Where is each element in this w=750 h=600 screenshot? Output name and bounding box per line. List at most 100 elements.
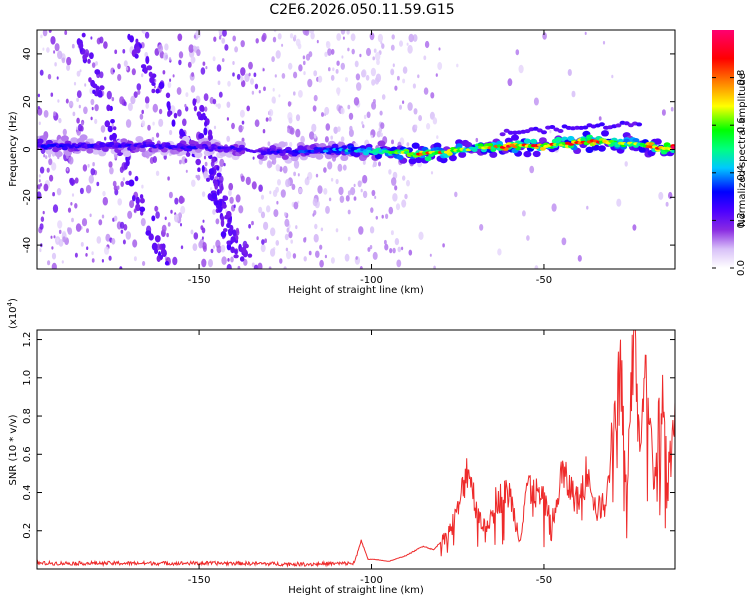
streak-cell	[204, 121, 208, 127]
noise-cell	[180, 205, 186, 215]
ridge-cell	[268, 153, 277, 160]
streak-cell	[161, 243, 166, 250]
noise-cell	[156, 132, 160, 138]
streak-cell	[223, 228, 228, 233]
y-tick-label: 40	[22, 48, 33, 61]
noise-cell	[90, 36, 93, 40]
noise-cell	[178, 59, 182, 66]
ridge-cell	[377, 140, 386, 147]
noise-cell	[65, 98, 69, 104]
streak-cell	[128, 179, 135, 187]
noise-cell	[263, 86, 266, 92]
noise-cell	[330, 135, 334, 140]
streak-cell	[166, 101, 171, 109]
noise-cell	[272, 87, 275, 92]
noise-cell	[234, 46, 239, 53]
ridge-cell	[597, 145, 606, 152]
noise-cell	[221, 58, 225, 63]
noise-cell	[50, 235, 53, 239]
noise-cell	[370, 67, 376, 77]
noise-cell	[191, 179, 196, 187]
noise-cell	[113, 215, 118, 222]
y-tick-label: 20	[22, 95, 33, 108]
noise-cell	[598, 116, 602, 121]
streak-cell	[113, 126, 117, 131]
noise-cell	[271, 96, 276, 104]
noise-cell	[373, 48, 377, 53]
noise-cell	[169, 129, 173, 136]
noise-cell	[297, 200, 300, 204]
noise-cell	[353, 183, 356, 188]
noise-cell	[330, 48, 335, 55]
streak-cell	[78, 42, 84, 49]
noise-cell	[125, 66, 129, 71]
snr-plot-area	[37, 330, 675, 569]
noise-cell	[302, 55, 306, 60]
noise-cell	[108, 161, 113, 168]
streak-cell	[208, 134, 213, 141]
noise-cell	[402, 66, 408, 74]
ridge-cell	[353, 151, 361, 157]
noise-cell	[137, 89, 141, 95]
ridge-cell	[257, 154, 264, 160]
noise-cell	[392, 193, 398, 202]
noise-cell	[129, 200, 135, 209]
noise-cell	[285, 247, 289, 252]
noise-cell	[64, 30, 68, 35]
streak-cell	[185, 151, 191, 157]
noise-cell	[261, 239, 265, 245]
streak-cell	[160, 248, 166, 256]
noise-cell	[454, 191, 458, 198]
noise-cell	[79, 69, 82, 73]
noise-cell	[57, 220, 63, 229]
noise-cell	[141, 120, 146, 127]
noise-cell	[533, 97, 539, 106]
noise-cell	[218, 35, 222, 40]
noise-cell	[347, 47, 350, 52]
noise-cell	[442, 243, 445, 248]
ridge-cell	[130, 146, 137, 151]
streak-cell	[99, 85, 105, 91]
noise-cell	[310, 32, 315, 40]
noise-cell	[244, 73, 250, 82]
noise-cell	[269, 190, 272, 195]
noise-cell	[141, 109, 144, 115]
noise-cell	[219, 158, 225, 167]
noise-cell	[226, 101, 231, 108]
noise-cell	[195, 174, 198, 179]
noise-cell	[39, 69, 44, 76]
noise-cell	[399, 104, 402, 110]
noise-cell	[157, 44, 163, 53]
noise-cell	[193, 34, 197, 39]
streak-cell	[139, 194, 144, 199]
noise-cell	[276, 200, 279, 205]
noise-cell	[215, 218, 220, 225]
noise-cell	[42, 47, 45, 51]
noise-cell	[408, 33, 414, 43]
streak-cell	[151, 242, 158, 251]
streak-cell	[195, 158, 201, 166]
noise-cell	[58, 239, 64, 247]
secondary-band-cell	[636, 122, 643, 127]
noise-cell	[205, 66, 208, 70]
noise-cell	[330, 74, 335, 81]
noise-cell	[286, 250, 292, 260]
ridge-cell	[523, 138, 531, 144]
ridge-cell	[411, 142, 420, 149]
noise-cell	[435, 73, 438, 77]
noise-cell	[233, 204, 236, 208]
noise-cell	[402, 175, 406, 181]
snr-scale-close: )	[8, 298, 19, 302]
streak-cell	[247, 253, 253, 258]
noise-cell	[335, 69, 339, 74]
y-tick-label: 1.2	[22, 332, 33, 348]
noise-cell	[392, 247, 396, 254]
colorbar-ticks: 0.0 0.2 0.4 0.6 0.8	[712, 70, 747, 276]
streak-cell	[201, 165, 205, 173]
spectrogram-y-ticks: -40 -20 0 20 40	[22, 48, 675, 253]
streak-cell	[125, 159, 130, 167]
noise-cell	[277, 179, 281, 186]
ridge-cell	[585, 146, 594, 153]
streak-cell	[134, 53, 139, 59]
noise-cell	[120, 229, 124, 234]
